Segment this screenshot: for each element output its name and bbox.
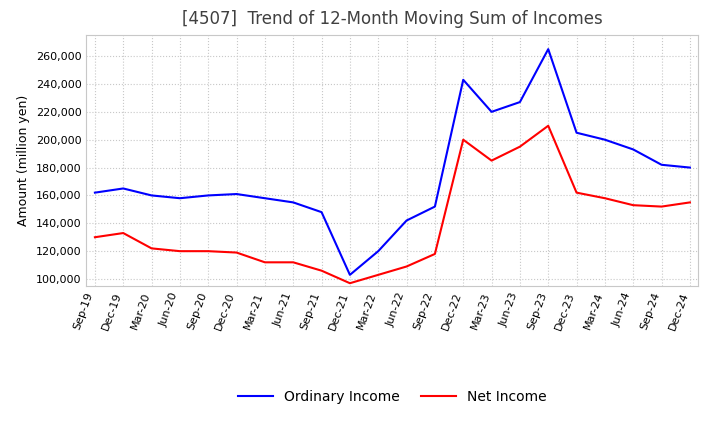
- Net Income: [374, 272, 382, 278]
- Net Income: [600, 195, 609, 201]
- Line: Ordinary Income: Ordinary Income: [95, 49, 690, 275]
- Ordinary Income: [572, 130, 581, 136]
- Net Income: [261, 260, 269, 265]
- Ordinary Income: [289, 200, 297, 205]
- Net Income: [431, 251, 439, 257]
- Net Income: [657, 204, 666, 209]
- Net Income: [318, 268, 326, 273]
- Ordinary Income: [685, 165, 694, 170]
- Net Income: [402, 264, 411, 269]
- Net Income: [204, 249, 212, 254]
- Net Income: [233, 250, 241, 255]
- Net Income: [629, 202, 637, 208]
- Line: Net Income: Net Income: [95, 126, 690, 283]
- Net Income: [572, 190, 581, 195]
- Ordinary Income: [233, 191, 241, 197]
- Ordinary Income: [657, 162, 666, 167]
- Net Income: [487, 158, 496, 163]
- Net Income: [289, 260, 297, 265]
- Ordinary Income: [91, 190, 99, 195]
- Net Income: [119, 231, 127, 236]
- Ordinary Income: [629, 147, 637, 152]
- Ordinary Income: [318, 209, 326, 215]
- Ordinary Income: [600, 137, 609, 142]
- Net Income: [91, 235, 99, 240]
- Ordinary Income: [346, 272, 354, 278]
- Ordinary Income: [119, 186, 127, 191]
- Ordinary Income: [261, 195, 269, 201]
- Ordinary Income: [148, 193, 156, 198]
- Ordinary Income: [459, 77, 467, 82]
- Y-axis label: Amount (million yen): Amount (million yen): [17, 95, 30, 226]
- Title: [4507]  Trend of 12-Month Moving Sum of Incomes: [4507] Trend of 12-Month Moving Sum of I…: [182, 10, 603, 28]
- Legend: Ordinary Income, Net Income: Ordinary Income, Net Income: [233, 385, 552, 410]
- Net Income: [346, 281, 354, 286]
- Ordinary Income: [176, 195, 184, 201]
- Net Income: [148, 246, 156, 251]
- Ordinary Income: [431, 204, 439, 209]
- Ordinary Income: [402, 218, 411, 223]
- Ordinary Income: [516, 99, 524, 105]
- Net Income: [516, 144, 524, 149]
- Net Income: [459, 137, 467, 142]
- Net Income: [176, 249, 184, 254]
- Net Income: [685, 200, 694, 205]
- Ordinary Income: [487, 109, 496, 114]
- Ordinary Income: [204, 193, 212, 198]
- Net Income: [544, 123, 552, 128]
- Ordinary Income: [544, 47, 552, 52]
- Ordinary Income: [374, 249, 382, 254]
